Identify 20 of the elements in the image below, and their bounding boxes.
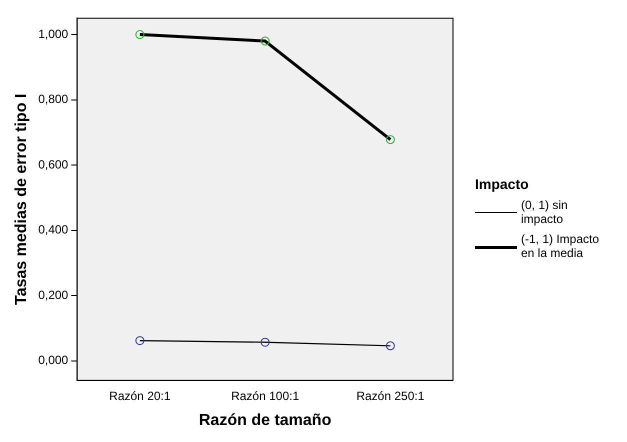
legend-label: (0, 1) sin impacto xyxy=(521,198,569,226)
y-tick-label: 0,200 xyxy=(38,288,69,302)
point xyxy=(135,336,144,346)
legend-label: (-1, 1) Impacto en la media xyxy=(521,232,600,260)
x-tick-label: Razón 20:1 xyxy=(109,388,171,403)
x-tick-label: Razón 250:1 xyxy=(356,388,425,403)
legend-title: Impacto xyxy=(475,176,530,192)
y-tick-label: 1,000 xyxy=(38,26,69,41)
y-axis-title: Tasas medias de error tipo I xyxy=(13,94,30,305)
point xyxy=(386,341,395,350)
x-tick-label: Razón 100:1 xyxy=(231,388,300,403)
point xyxy=(260,36,270,46)
point xyxy=(260,338,270,347)
y-tick-label: 0,000 xyxy=(38,353,69,368)
point xyxy=(135,30,144,40)
point xyxy=(386,135,395,144)
x-axis-title: Razón de tamaño xyxy=(198,412,332,429)
y-tick-label: 0,600 xyxy=(38,157,69,172)
y-tick-label: 0,400 xyxy=(38,222,69,237)
y-tick-label: 0,800 xyxy=(38,92,69,106)
